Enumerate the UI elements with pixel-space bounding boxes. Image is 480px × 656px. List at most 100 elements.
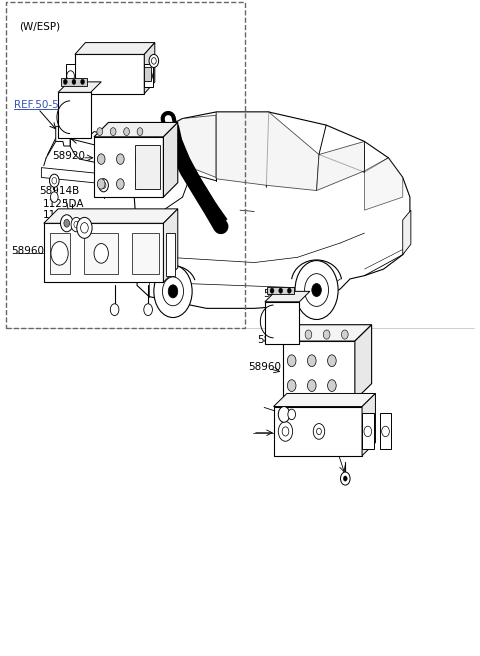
Polygon shape xyxy=(58,92,91,138)
Polygon shape xyxy=(364,158,403,210)
Circle shape xyxy=(110,304,119,316)
Circle shape xyxy=(323,330,330,339)
Polygon shape xyxy=(84,233,118,274)
Text: 95690: 95690 xyxy=(79,86,112,96)
Text: 58960: 58960 xyxy=(11,246,44,256)
Text: 1125DL: 1125DL xyxy=(43,210,83,220)
Circle shape xyxy=(124,128,130,136)
Circle shape xyxy=(287,330,294,339)
Polygon shape xyxy=(94,137,163,197)
Polygon shape xyxy=(216,112,319,190)
Text: 1125DA: 1125DA xyxy=(43,199,84,209)
Circle shape xyxy=(168,285,178,298)
Text: 58914B: 58914B xyxy=(257,335,297,345)
Circle shape xyxy=(288,380,296,392)
Polygon shape xyxy=(380,413,391,449)
Polygon shape xyxy=(56,122,70,146)
Circle shape xyxy=(340,472,350,485)
Polygon shape xyxy=(403,210,411,255)
Polygon shape xyxy=(134,112,410,308)
Polygon shape xyxy=(49,233,70,274)
Circle shape xyxy=(278,407,290,422)
Circle shape xyxy=(327,355,336,367)
Circle shape xyxy=(77,217,92,238)
Circle shape xyxy=(50,192,58,202)
Circle shape xyxy=(279,288,283,293)
Circle shape xyxy=(97,178,105,189)
Text: 58960: 58960 xyxy=(248,362,281,372)
Polygon shape xyxy=(132,233,158,274)
Circle shape xyxy=(343,476,347,482)
Polygon shape xyxy=(362,413,374,449)
Text: (W/ESP): (W/ESP) xyxy=(19,22,60,32)
Circle shape xyxy=(117,178,124,189)
Polygon shape xyxy=(94,123,178,137)
Text: 58914B: 58914B xyxy=(39,186,79,195)
Circle shape xyxy=(154,265,192,318)
Circle shape xyxy=(278,422,293,441)
Text: 58920: 58920 xyxy=(264,289,297,299)
Circle shape xyxy=(308,355,316,367)
Circle shape xyxy=(313,424,324,440)
Text: 1339BC: 1339BC xyxy=(104,58,144,68)
Circle shape xyxy=(364,426,372,437)
Circle shape xyxy=(137,128,143,136)
Circle shape xyxy=(117,154,124,165)
Polygon shape xyxy=(267,287,294,294)
Circle shape xyxy=(60,215,73,232)
Circle shape xyxy=(270,288,274,293)
Polygon shape xyxy=(163,209,178,282)
Polygon shape xyxy=(274,394,375,407)
Circle shape xyxy=(136,154,144,165)
Polygon shape xyxy=(265,291,310,302)
Circle shape xyxy=(288,355,296,367)
Circle shape xyxy=(94,243,108,263)
Polygon shape xyxy=(144,64,153,87)
Circle shape xyxy=(288,288,291,293)
Circle shape xyxy=(312,283,322,297)
Text: 1125DL: 1125DL xyxy=(286,440,326,449)
Polygon shape xyxy=(166,233,175,276)
Circle shape xyxy=(110,128,116,136)
Text: 1129EC: 1129EC xyxy=(123,148,164,157)
Circle shape xyxy=(63,79,67,85)
Circle shape xyxy=(49,174,59,187)
Circle shape xyxy=(327,380,336,392)
Circle shape xyxy=(144,304,153,316)
Polygon shape xyxy=(265,302,300,344)
Polygon shape xyxy=(135,145,160,189)
Polygon shape xyxy=(317,142,364,190)
Circle shape xyxy=(295,260,338,319)
Polygon shape xyxy=(75,43,155,54)
Circle shape xyxy=(97,154,105,165)
Polygon shape xyxy=(60,78,87,86)
Text: 58920: 58920 xyxy=(52,152,85,161)
Circle shape xyxy=(97,128,103,136)
Polygon shape xyxy=(362,394,375,456)
Polygon shape xyxy=(58,82,101,92)
Circle shape xyxy=(99,178,108,192)
Circle shape xyxy=(51,241,68,265)
Circle shape xyxy=(136,178,144,189)
Circle shape xyxy=(81,79,84,85)
Polygon shape xyxy=(166,115,216,177)
Polygon shape xyxy=(44,209,178,223)
Polygon shape xyxy=(283,325,372,341)
Text: REF.50-511: REF.50-511 xyxy=(14,100,72,110)
Circle shape xyxy=(305,330,312,339)
Circle shape xyxy=(341,330,348,339)
Circle shape xyxy=(149,54,158,68)
Circle shape xyxy=(64,219,70,227)
Polygon shape xyxy=(274,407,362,456)
FancyBboxPatch shape xyxy=(75,54,144,94)
Circle shape xyxy=(72,79,76,85)
Circle shape xyxy=(308,380,316,392)
Polygon shape xyxy=(144,43,155,94)
Text: 1339CC: 1339CC xyxy=(104,70,145,79)
Polygon shape xyxy=(41,168,106,184)
Polygon shape xyxy=(44,223,163,282)
Polygon shape xyxy=(163,123,178,197)
Circle shape xyxy=(288,409,296,420)
Polygon shape xyxy=(66,64,75,87)
Polygon shape xyxy=(283,341,355,400)
